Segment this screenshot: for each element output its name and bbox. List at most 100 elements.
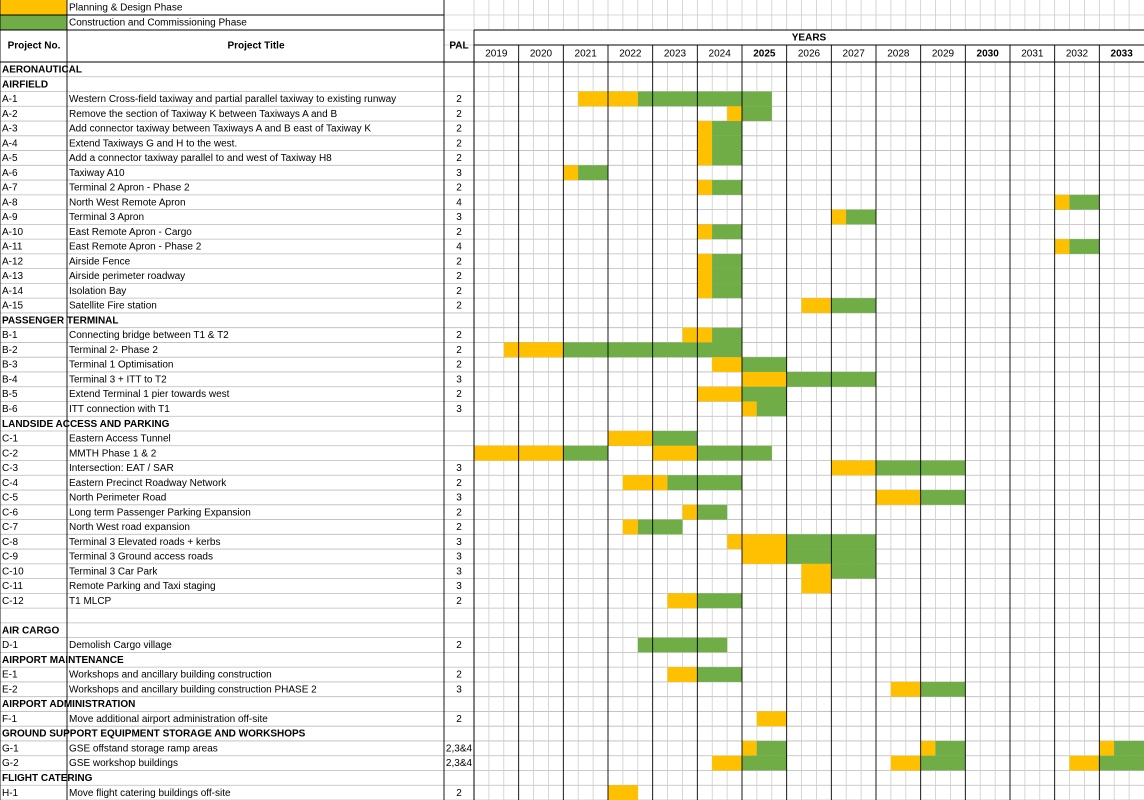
pal: 2 xyxy=(456,507,462,518)
project-no: B-6 xyxy=(2,404,18,415)
project-title: Terminal 3 Elevated roads + kerbs xyxy=(69,537,220,548)
phase-bar xyxy=(682,504,698,520)
year-label: 2029 xyxy=(932,49,955,60)
phase-bar xyxy=(697,135,713,151)
phase-bar xyxy=(697,150,713,166)
project-no: C-11 xyxy=(2,581,23,592)
phase-bar xyxy=(712,357,742,372)
project-title: Remote Parking and Taxi staging xyxy=(69,581,216,592)
phase-bar xyxy=(1069,194,1100,210)
project-title: Move flight catering buildings off-site xyxy=(69,788,231,799)
section-label: LANDSIDE ACCESS AND PARKING xyxy=(2,419,170,430)
pal: 2 xyxy=(456,153,462,164)
phase-bar xyxy=(712,150,742,166)
project-title: Long term Passenger Parking Expansion xyxy=(69,507,251,518)
phase-bar xyxy=(920,740,936,756)
project-no: C-5 xyxy=(2,493,19,504)
phase-bar xyxy=(801,298,832,313)
project-no: A-3 xyxy=(2,124,18,135)
project-no: A-4 xyxy=(2,138,18,149)
phase-bar xyxy=(1054,239,1070,254)
phase-bar xyxy=(831,209,847,225)
phase-bar xyxy=(712,268,742,284)
phase-bar xyxy=(697,445,772,461)
phase-bar xyxy=(727,106,742,122)
legend-swatch xyxy=(0,15,67,30)
phase-bar xyxy=(742,106,772,122)
pal: 2 xyxy=(456,330,462,341)
project-no: A-2 xyxy=(2,109,18,120)
phase-bar xyxy=(697,386,742,402)
project-title: T1 MLCP xyxy=(69,596,112,607)
pal: 2 xyxy=(456,596,462,607)
project-no: A-5 xyxy=(2,153,18,164)
pal: 3 xyxy=(456,374,462,385)
project-no: H-1 xyxy=(2,788,19,799)
phase-bar xyxy=(667,475,742,491)
project-title: Satellite Fire station xyxy=(69,301,157,312)
pal: 3 xyxy=(456,552,462,563)
project-no: C-10 xyxy=(2,566,24,577)
phase-bar xyxy=(712,180,742,195)
pal: 4 xyxy=(456,197,462,208)
section-label: AIR CARGO xyxy=(2,625,59,636)
project-title: Terminal 3 Apron xyxy=(69,212,144,223)
pal: 2 xyxy=(456,670,462,681)
project-no: C-1 xyxy=(2,434,19,445)
year-label: 2031 xyxy=(1021,49,1044,60)
project-title: East Remote Apron - Cargo xyxy=(69,227,192,238)
pal: 3 xyxy=(456,404,462,415)
project-no-header: Project No. xyxy=(8,41,61,52)
phase-bar xyxy=(890,755,921,771)
project-no: C-9 xyxy=(2,552,19,563)
project-title: Terminal 3 + ITT to T2 xyxy=(69,374,167,385)
phase-bar xyxy=(563,445,608,461)
year-label: 2026 xyxy=(798,49,821,60)
pal: 2 xyxy=(456,389,462,400)
phase-bar xyxy=(1069,239,1100,254)
project-no: B-3 xyxy=(2,360,18,371)
timeline-bg xyxy=(444,0,1144,800)
pal: 3 xyxy=(456,463,462,474)
phase-bar xyxy=(876,490,921,505)
phase-bar xyxy=(846,209,876,225)
project-no: A-7 xyxy=(2,183,18,194)
pal: 3 xyxy=(456,566,462,577)
project-title: Taxiway A10 xyxy=(69,168,125,179)
pal: 2 xyxy=(456,94,462,105)
pal: 2 xyxy=(456,109,462,120)
project-title: ITT connection with T1 xyxy=(69,404,170,415)
phase-bar xyxy=(697,224,713,240)
project-title: Connecting bridge between T1 & T2 xyxy=(69,330,229,341)
section-label: AIRPORT ADMINISTRATION xyxy=(2,699,135,710)
phase-bar xyxy=(920,681,966,697)
phase-bar xyxy=(742,386,787,402)
phase-bar xyxy=(890,681,921,697)
pal: 2 xyxy=(456,640,462,651)
phase-bar xyxy=(801,578,832,594)
phase-bar xyxy=(742,740,757,756)
pal: 2 xyxy=(456,360,462,371)
phase-bar xyxy=(935,740,966,756)
phase-bar xyxy=(652,431,698,446)
year-label: 2020 xyxy=(530,49,553,60)
pal: 2,3&4 xyxy=(446,743,473,754)
project-title: Terminal 1 Optimisation xyxy=(69,360,173,371)
phase-bar xyxy=(503,342,564,358)
phase-bar xyxy=(697,253,713,269)
project-title: Eastern Access Tunnel xyxy=(69,434,171,445)
pal: 2 xyxy=(456,256,462,267)
phase-bar xyxy=(727,534,787,550)
phase-bar xyxy=(920,755,966,771)
project-no: C-8 xyxy=(2,537,19,548)
pal: 2 xyxy=(456,286,462,297)
phase-bar xyxy=(801,563,832,579)
pal: 2 xyxy=(456,714,462,725)
pal: 2 xyxy=(456,301,462,312)
phase-bar xyxy=(667,667,698,682)
project-title: Add connector taxiway between Taxiways A… xyxy=(69,124,371,135)
project-title: Airside perimeter roadway xyxy=(69,271,185,282)
project-title: Workshops and ancillary building constru… xyxy=(69,684,317,695)
section-label: AIRPORT MAINTENANCE xyxy=(2,655,124,666)
